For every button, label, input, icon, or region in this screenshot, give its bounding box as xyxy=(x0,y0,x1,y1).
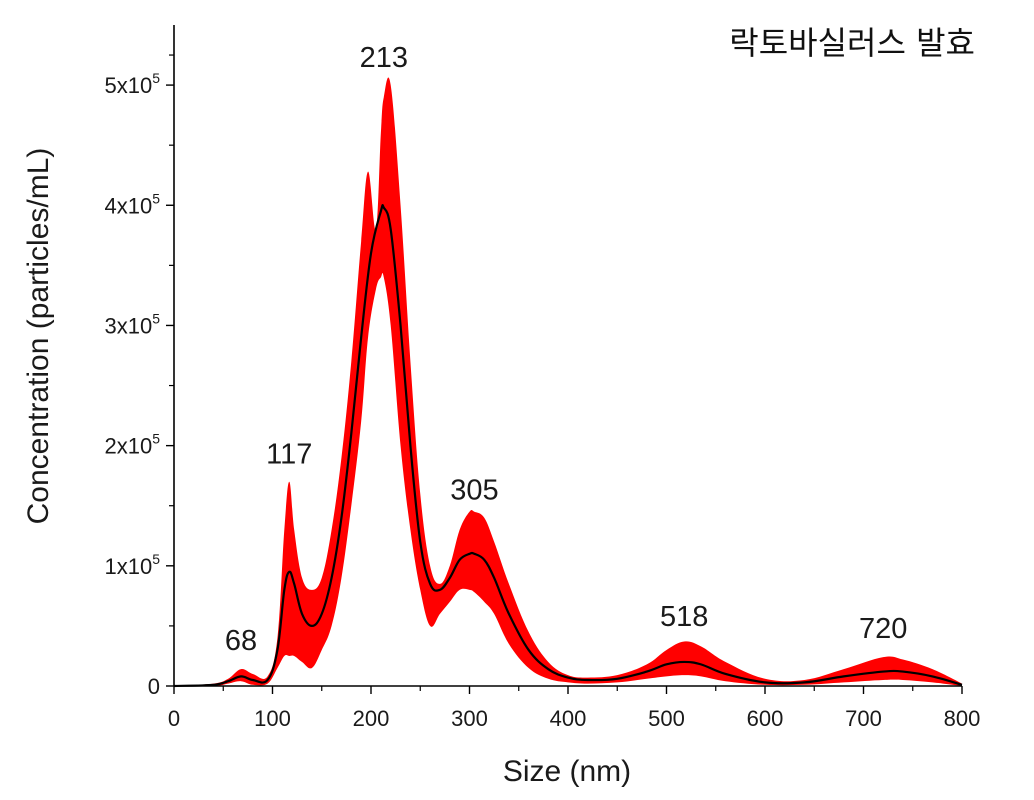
x-tick-label: 500 xyxy=(648,706,685,731)
y-tick-label: 5x105 xyxy=(104,70,160,98)
peak-label: 117 xyxy=(266,439,312,471)
x-axis-title: Size (nm) xyxy=(503,755,631,788)
peak-label: 720 xyxy=(859,613,907,645)
x-tick-label: 600 xyxy=(747,706,784,731)
y-tick-label: 0 xyxy=(148,674,160,699)
peak-label: 68 xyxy=(225,625,257,657)
y-tick-label: 1x105 xyxy=(104,551,160,579)
chart-title: 락토바실러스 발효 xyxy=(729,24,975,62)
y-tick-label: 2x105 xyxy=(104,431,160,459)
x-tick-label: 700 xyxy=(845,706,882,731)
x-tick-label: 100 xyxy=(254,706,291,731)
y-tick-label: 4x105 xyxy=(104,190,160,218)
peak-label: 305 xyxy=(450,475,498,507)
x-tick-label: 0 xyxy=(168,706,180,731)
peak-label: 518 xyxy=(660,601,708,633)
error-band-area xyxy=(174,77,962,686)
y-tick-label: 3x105 xyxy=(104,310,160,338)
x-tick-label: 200 xyxy=(353,706,390,731)
peak-label: 213 xyxy=(360,42,408,74)
x-tick-label: 800 xyxy=(944,706,981,731)
error-band-layer xyxy=(174,77,962,686)
y-axis-title: Concentration (particles/mL) xyxy=(22,148,55,525)
x-tick-label: 400 xyxy=(550,706,587,731)
x-tick-label: 300 xyxy=(451,706,488,731)
